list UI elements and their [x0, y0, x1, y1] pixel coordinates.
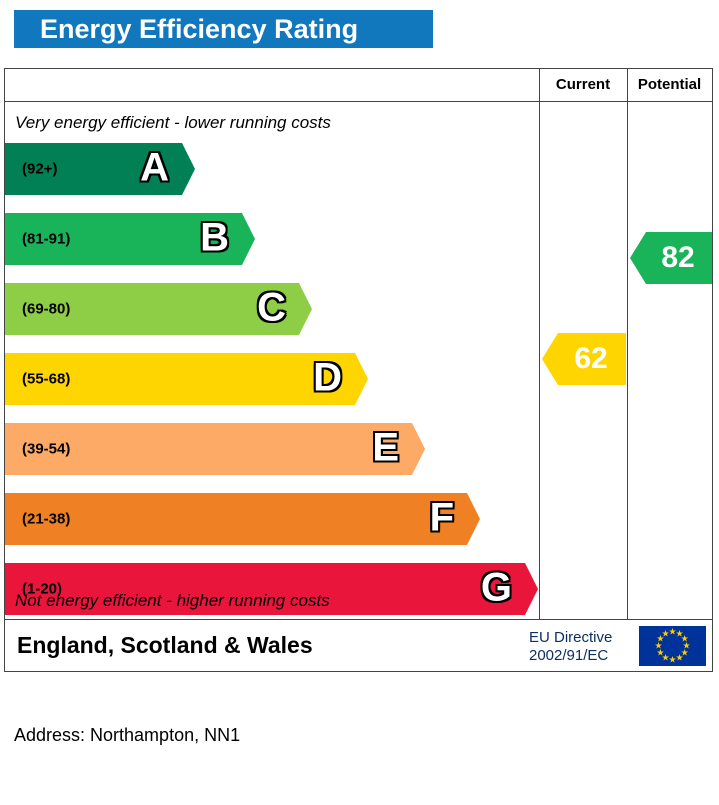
band-row: (81-91) B	[5, 213, 539, 277]
band-letter: D	[313, 355, 342, 400]
star-icon: ★	[675, 628, 684, 639]
footer-bar: England, Scotland & Wales EU Directive 2…	[4, 619, 713, 672]
star-icon: ★	[656, 647, 665, 658]
current-column-header: Current	[555, 76, 611, 93]
band-letter: A	[140, 145, 169, 190]
band-letter: F	[429, 495, 454, 540]
band-row: (92+) A	[5, 143, 539, 207]
star-icon: ★	[680, 647, 689, 658]
rating-bands: (92+) A (81-91) B (69-80) C (55-68)	[5, 137, 539, 627]
band-bar-e: (39-54) E	[5, 423, 425, 475]
band-letter: E	[372, 425, 399, 470]
region-label: England, Scotland & Wales	[17, 632, 313, 658]
band-letter: B	[200, 215, 229, 260]
band-range: (92+)	[22, 160, 58, 178]
band-letter: C	[257, 285, 286, 330]
star-icon: ★	[680, 633, 689, 644]
band-range: (55-68)	[22, 370, 71, 388]
potential-column-divider	[627, 69, 628, 619]
potential-arrow: 82	[630, 232, 712, 284]
band-range: (81-91)	[22, 230, 71, 248]
band-row: (1-20) G	[5, 563, 539, 627]
band-bar-c: (69-80) C	[5, 283, 312, 335]
star-icon: ★	[654, 640, 663, 651]
eu-directive-line2: 2002/91/EC	[529, 647, 609, 664]
epc-chart: Current Potential Very energy efficient …	[4, 68, 713, 620]
band-range: (69-80)	[22, 300, 71, 318]
band-row: (21-38) F	[5, 493, 539, 557]
current-column-divider	[539, 69, 540, 619]
band-letter: G	[480, 565, 512, 610]
current-arrow: 62	[542, 333, 626, 385]
star-icon: ★	[675, 652, 684, 663]
star-icon: ★	[656, 633, 665, 644]
eu-directive-label: EU Directive 2002/91/EC	[529, 629, 612, 665]
band-range: (21-38)	[22, 510, 71, 528]
star-icon: ★	[668, 626, 677, 637]
star-icon: ★	[682, 640, 691, 651]
band-row: (69-80) C	[5, 283, 539, 347]
potential-value: 82	[661, 241, 695, 274]
band-bar-g: (1-20) G	[5, 563, 538, 615]
band-bar-a: (92+) A	[5, 143, 195, 195]
eu-flag-icon: ★ ★ ★ ★ ★ ★ ★ ★ ★ ★ ★ ★	[639, 626, 706, 666]
chart-header-row	[5, 69, 712, 102]
band-range: (1-20)	[22, 580, 63, 598]
band-row: (39-54) E	[5, 423, 539, 487]
top-note: Very energy efficient - lower running co…	[15, 113, 331, 132]
address-line: Address: Northampton, NN1	[14, 725, 241, 745]
star-icon: ★	[668, 654, 677, 665]
star-icon: ★	[661, 652, 670, 663]
current-value: 62	[574, 342, 608, 375]
band-bar-f: (21-38) F	[5, 493, 480, 545]
page-title: Energy Efficiency Rating	[14, 10, 433, 48]
bottom-note: Not energy efficient - higher running co…	[15, 591, 330, 610]
potential-column-header: Potential	[637, 76, 702, 93]
band-bar-d: (55-68) D	[5, 353, 368, 405]
band-range: (39-54)	[22, 440, 71, 458]
band-bar-b: (81-91) B	[5, 213, 255, 265]
band-row: (55-68) D	[5, 353, 539, 417]
star-icon: ★	[661, 628, 670, 639]
eu-directive-line1: EU Directive	[529, 629, 613, 646]
